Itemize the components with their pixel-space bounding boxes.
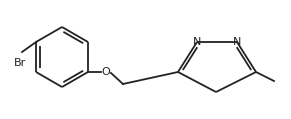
Text: Br: Br xyxy=(14,58,26,68)
Text: N: N xyxy=(193,37,201,47)
Text: O: O xyxy=(102,67,110,77)
Text: N: N xyxy=(233,37,241,47)
